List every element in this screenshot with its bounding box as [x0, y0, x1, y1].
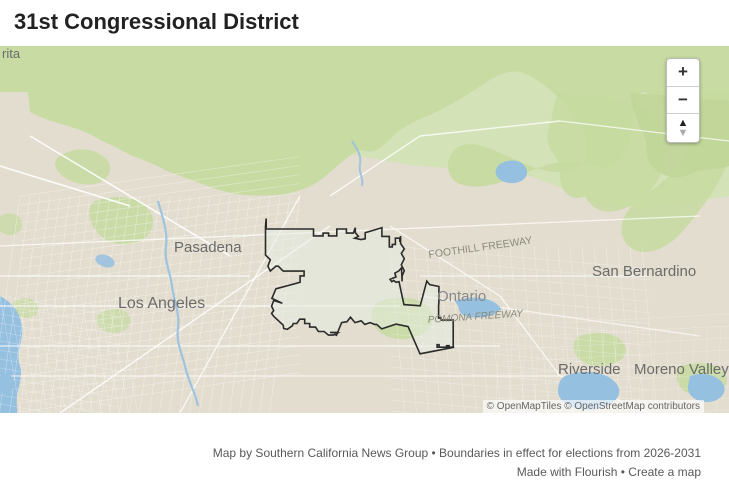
svg-text:Los Angeles: Los Angeles — [118, 295, 205, 312]
svg-text:Ontario: Ontario — [437, 288, 486, 305]
svg-text:rita: rita — [2, 46, 21, 61]
svg-text:Riverside: Riverside — [558, 361, 621, 378]
svg-text:Moreno Valley: Moreno Valley — [634, 361, 729, 378]
svg-text:Pasadena: Pasadena — [174, 239, 242, 256]
svg-text:San Bernardino: San Bernardino — [592, 263, 696, 280]
